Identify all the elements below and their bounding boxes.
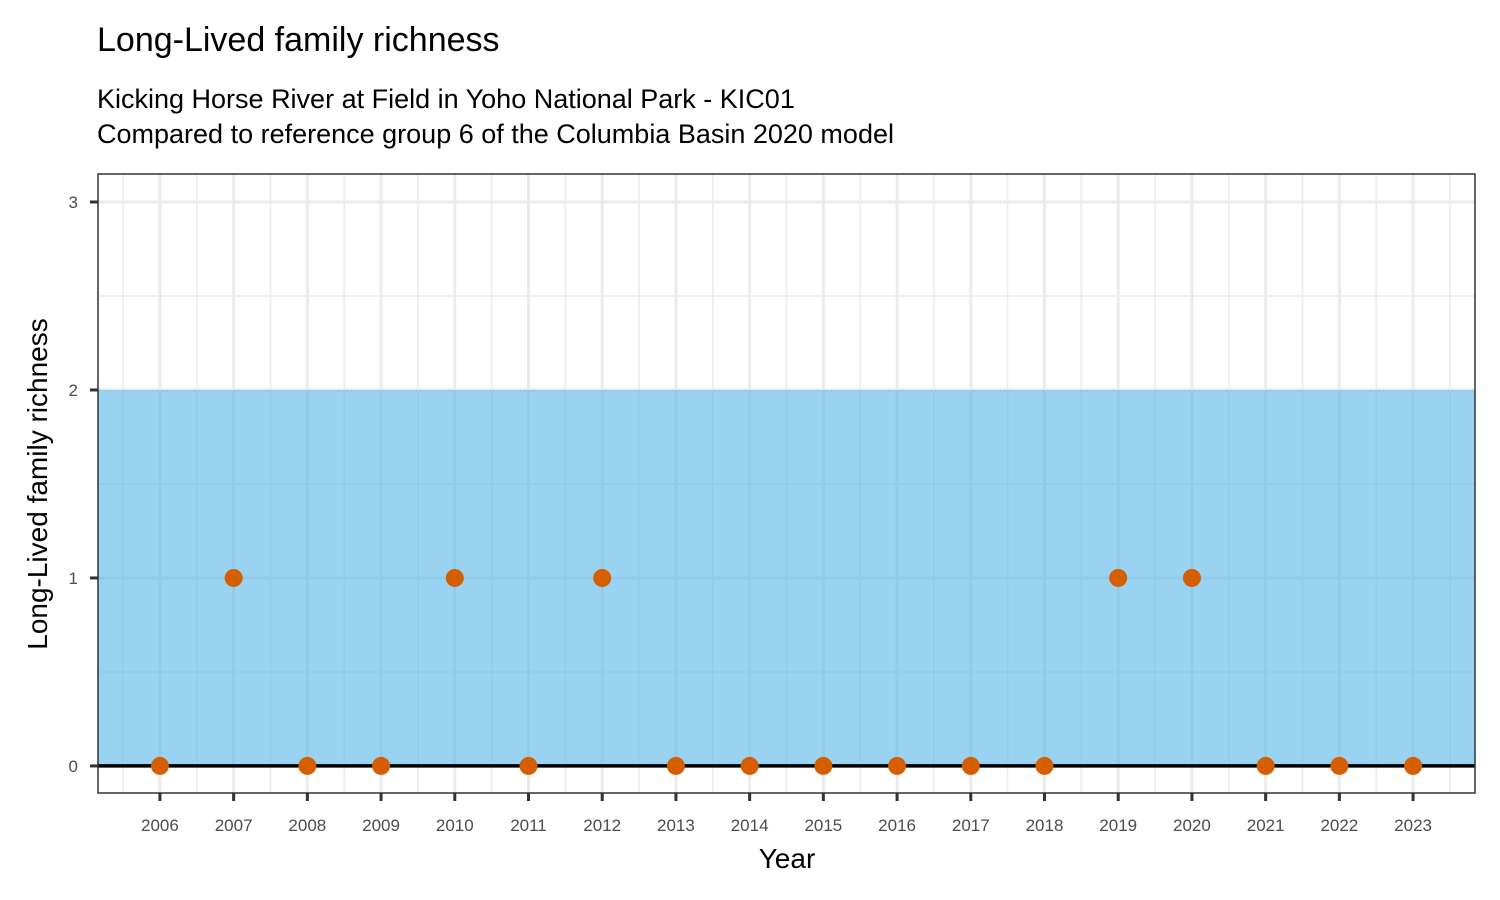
data-point xyxy=(740,756,759,775)
reference-band-layer xyxy=(98,389,1475,766)
x-tick-label: 2007 xyxy=(215,816,253,835)
axes: 2006 2007 2008 2009 2010 2011 2012 2013 2014 2015… xyxy=(69,173,1476,835)
chart-title: Long-Lived family richness xyxy=(97,21,500,59)
data-point xyxy=(1035,756,1054,775)
data-point xyxy=(814,756,833,775)
data-point xyxy=(666,756,685,775)
data-point xyxy=(888,756,907,775)
x-tick-label: 2012 xyxy=(583,816,621,835)
data-point xyxy=(1256,756,1275,775)
reference-band xyxy=(98,389,1475,766)
x-tick-label: 2015 xyxy=(804,816,842,835)
x-tick-label: 2021 xyxy=(1247,816,1285,835)
panel-border xyxy=(97,173,1476,794)
y-tick-label: 0 xyxy=(69,757,78,776)
x-tick-label: 2009 xyxy=(362,816,400,835)
x-tick-label: 2022 xyxy=(1320,816,1358,835)
data-point xyxy=(1109,568,1128,587)
x-tick-label: 2014 xyxy=(731,816,769,835)
y-tick-label: 1 xyxy=(69,569,78,588)
x-tick-label: 2018 xyxy=(1026,816,1064,835)
data-point xyxy=(1404,756,1423,775)
data-point xyxy=(593,568,612,587)
x-axis-label: Year xyxy=(759,843,816,874)
x-tick-label: 2019 xyxy=(1099,816,1137,835)
x-tick-label: 2016 xyxy=(878,816,916,835)
data-point xyxy=(445,568,464,587)
y-axis-label: Long-Lived family richness xyxy=(22,318,53,650)
chart-subtitle-2: Compared to reference group 6 of the Col… xyxy=(97,119,894,149)
y-tick-label: 2 xyxy=(69,381,78,400)
data-point xyxy=(1182,568,1201,587)
y-tick-label: 3 xyxy=(69,193,78,212)
x-tick-label: 2023 xyxy=(1394,816,1432,835)
data-point xyxy=(1330,756,1349,775)
x-tick-label: 2008 xyxy=(288,816,326,835)
data-point xyxy=(224,568,243,587)
data-point xyxy=(519,756,538,775)
x-tick-label: 2020 xyxy=(1173,816,1211,835)
data-point xyxy=(372,756,391,775)
data-point xyxy=(961,756,980,775)
x-tick-label: 2006 xyxy=(141,816,179,835)
x-tick-label: 2011 xyxy=(510,816,547,835)
x-tick-label: 2010 xyxy=(436,816,474,835)
chart-subtitle-1: Kicking Horse River at Field in Yoho Nat… xyxy=(97,84,795,114)
data-layer xyxy=(98,568,1475,775)
data-point xyxy=(298,756,317,775)
data-point xyxy=(150,756,169,775)
x-tick-label: 2013 xyxy=(657,816,695,835)
x-tick-label: 2017 xyxy=(952,816,990,835)
